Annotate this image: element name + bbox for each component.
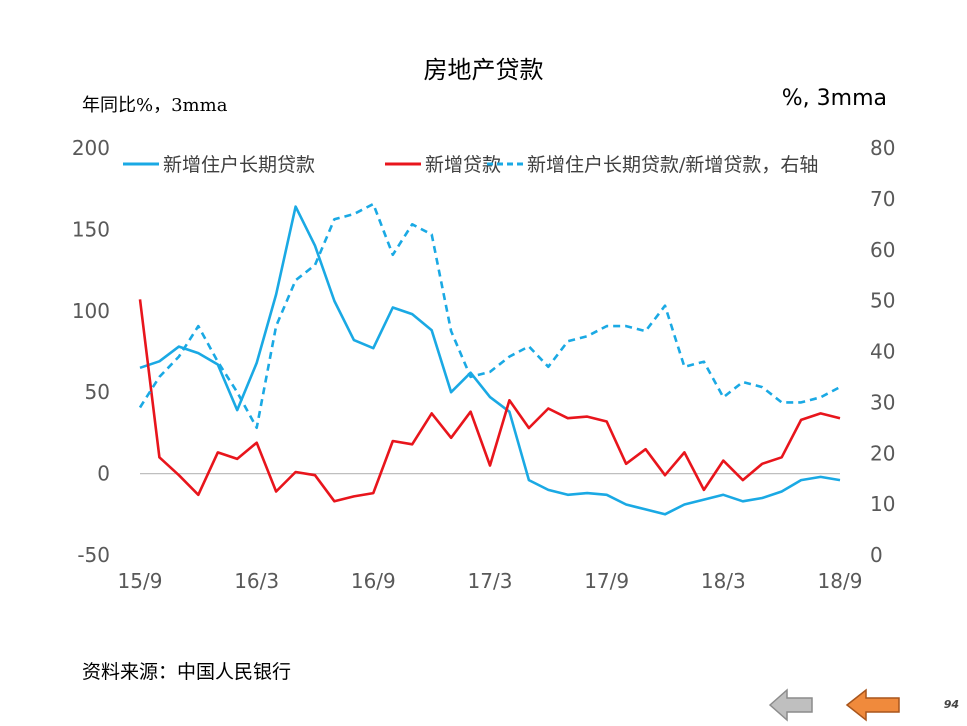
legend-label-3: 新增住户长期贷款/新增贷款，右轴 [527,154,818,176]
x-axis-tick-label: 16/9 [351,569,396,593]
x-axis-tick-label: 16/3 [234,569,279,593]
left-axis-tick-label: 50 [85,380,110,404]
right-axis-tick-label: 60 [870,238,895,262]
previous-page-arrow-icon[interactable] [768,688,814,726]
series-line-3 [138,202,841,430]
x-axis-tick-label: 17/3 [468,569,513,593]
x-axis-tick-label: 18/9 [818,569,863,593]
right-axis-tick-label: 30 [870,390,895,414]
x-axis-tick-label: 17/9 [584,569,629,593]
left-axis-note: 年同比%，3mma [82,95,228,116]
x-axis-tick-label: 15/9 [118,569,163,593]
legend-label-1: 新增住户长期贷款 [163,154,315,176]
right-axis-tick-label: 20 [870,441,895,465]
right-axis-tick-label: 0 [870,543,883,567]
right-axis-tick-label: 50 [870,289,895,313]
page-number: 94 [943,698,959,711]
left-axis-tick-label: -50 [77,543,110,567]
series-line-1 [139,205,841,516]
left-axis-tick-label: 150 [72,217,110,241]
right-axis-tick-label: 10 [870,492,895,516]
series-line-2 [138,299,841,503]
chart-title: 房地产贷款 [423,56,544,84]
left-axis-tick-label: 200 [72,136,110,160]
legend-label-2: 新增贷款 [425,154,501,176]
x-axis-tick-label: 18/3 [701,569,746,593]
right-axis-tick-label: 80 [870,136,895,160]
left-axis-tick-label: 100 [72,299,110,323]
source-note: 资料来源：中国人民银行 [82,661,292,683]
right-axis-tick-label: 40 [870,340,895,364]
left-axis-tick-label: 0 [97,462,110,486]
right-axis-tick-label: 70 [870,187,895,211]
right-axis-note: %, 3mma [781,86,887,111]
next-page-arrow-icon[interactable] [845,688,901,726]
